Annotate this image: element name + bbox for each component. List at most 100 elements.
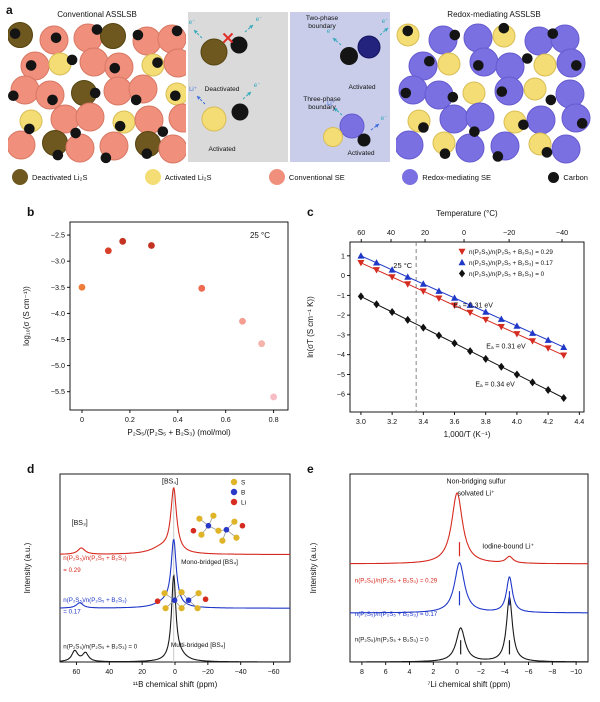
nmr-trace [350,596,588,663]
x-tick-label: 3.8 [481,417,491,426]
x-tick-label: −4 [501,669,509,676]
activated-caption-grey: Activated [208,146,236,153]
annotation: Multi-bridged [BS₄] [171,642,226,649]
sulfur-atom [178,589,185,596]
top-tick-label: 60 [357,228,365,237]
carbon-particle [91,24,103,35]
carbon-dot [548,171,560,183]
sulfur-atom [194,605,201,612]
sulfur-atom [195,590,202,597]
series-marker [467,347,474,356]
carbon-particle [473,60,484,71]
series-marker [404,315,411,324]
redox-se-particle [494,76,524,106]
x-tick-label: 0 [173,669,177,676]
carbon-particle [400,87,412,99]
conventional-se-particle [103,76,133,106]
legend-item-deactivated-li2s: Deactivated Li₂S [12,169,87,185]
carbon-particle [25,60,37,71]
lithium-atom [190,527,197,534]
sulfur-atom [162,605,169,612]
panel-c-label: c [307,205,314,219]
top-axis-label: Temperature (°C) [436,209,498,218]
x-tick-label: 4 [408,669,412,676]
activated-li2s-particle [48,52,72,76]
x-tick-label: −10 [570,669,582,676]
series-marker [388,274,396,281]
x-tick-label: 60 [73,669,81,676]
y-axis-label: log₁₀(σ (S cm⁻¹)) [22,286,31,346]
activation-energy-label: Eₐ = 0.34 eV [475,382,515,389]
conventional-se-dot [268,169,285,185]
activated-li2s-particle [201,106,227,132]
arrow-head [249,25,253,29]
conventional-se-particle [75,102,105,132]
carbon-particle [231,103,249,121]
annotation: solvated Li⁺ [458,489,495,497]
carbon-particle [571,60,582,71]
conventional-se-particle [79,47,109,77]
redox-se-particle [396,130,424,160]
carbon-particle [70,127,81,139]
nmr-trace [59,487,290,555]
legend-dot [230,498,238,506]
series-marker [458,248,466,256]
carbon-particle [47,94,58,106]
carbon-particle [9,28,21,39]
trace-label: n(P₂S₅)/n(P₂S₅ + B₂S₃) = 0.17 [355,611,438,618]
legend-dot [230,478,238,486]
redox-se-particle [357,35,381,59]
panel-c-chart: 3.0 3.2 3.4 3.6 3.8 4.0 4.2 4.4 1 0 −1 −2 −3 −4 −5 −6 60… [306,209,585,439]
legend-item-activated-li2s: Activated Li₂S [144,169,212,185]
conventional-se-particle [8,130,36,160]
data-point [239,317,246,325]
x-tick-label: 4.2 [543,417,553,426]
x-tick-label: 8 [360,669,364,676]
carbon-particle [8,90,19,102]
arrow-head [375,124,379,128]
y-tick-label: 1 [341,251,345,260]
x-axis-label: 1,000/T (K⁻¹) [444,430,491,439]
redox-se-particle [463,23,493,53]
carbon-particle [418,122,429,133]
carbon-particle [109,62,121,74]
sulfur-atom [198,531,205,538]
carbon-particle [157,126,169,137]
y-tick-label: −2 [337,311,345,320]
legend-label: Deactivated Li₂S [32,172,88,182]
series-marker [389,307,396,316]
deactivated-li2s-dot [12,169,28,185]
series-marker [466,301,474,308]
carbon-particle [469,126,480,137]
carbon-particle [141,148,153,160]
conventional-se-particle [65,133,95,163]
nmr-trace [350,492,588,565]
lithium-atom [154,598,161,605]
legend-label: n(P₂S₅)/n(P₂S₅ + B₂S₃) = 0 [469,271,545,278]
electron-label: e⁻ [189,20,196,26]
electron-label: e⁻ [327,29,334,35]
annotation: Non-bridging sulfur [447,478,507,485]
y-axis-label: ln(σT (S cm⁻¹ K)) [306,296,315,358]
data-point [258,340,266,348]
annotation: [BS₃] [72,520,88,527]
series-marker [451,302,459,310]
x-tick-label: −60 [268,669,280,676]
sulfur-atom [161,590,168,597]
x-tick-label: 4.4 [574,417,584,426]
three-phase-boundary-label: Three-phase boundary [303,96,341,112]
x-tick-label: 3.4 [418,417,428,426]
carbon-particle [496,86,508,97]
redox-se-particle [439,104,469,134]
conventional-se-particle [35,80,65,110]
trace-label: n(P₂S₅)/n(P₂S₅ + B₂S₃) [63,555,126,562]
y-tick-label: 0 [341,271,345,280]
series-marker [482,316,490,324]
carbon-particle [449,29,461,41]
lithium-atom [202,596,209,603]
annotation: Iodine-bound Li⁺ [482,543,534,551]
carbon-particle [402,25,414,37]
series-marker [529,329,537,336]
x-tick-label: 40 [105,669,113,676]
y-tick-label: −3 [337,330,345,339]
